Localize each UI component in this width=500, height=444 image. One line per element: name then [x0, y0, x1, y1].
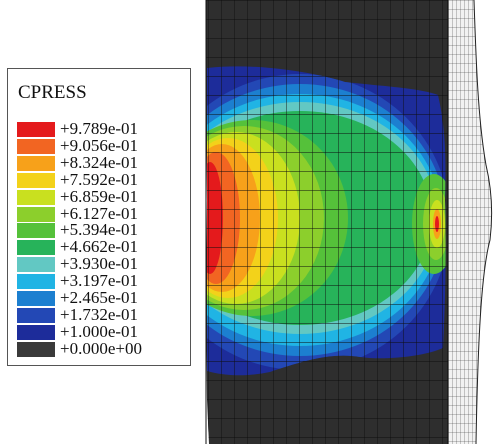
legend-swatch: [17, 307, 55, 323]
legend-swatch: [17, 291, 55, 306]
legend-value: +0.000e+00: [60, 338, 142, 358]
legend-value: +3.930e-01: [60, 254, 139, 274]
legend-swatch: [17, 206, 55, 222]
legend-value: +9.789e-01: [60, 119, 139, 138]
legend-swatch: [17, 240, 55, 256]
legend-swatch: [17, 122, 55, 137]
legend-swatch: [17, 257, 55, 273]
side-mesh: [447, 0, 493, 444]
legend-value: +1.000e-01: [60, 321, 139, 341]
legend-swatch: [17, 341, 55, 357]
mesh-grid: [206, 0, 448, 444]
legend-value: +6.127e-01: [60, 203, 139, 223]
legend-value: +7.592e-01: [60, 169, 139, 189]
legend-value: +1.732e-01: [60, 304, 139, 324]
legend: CPRESS +9.789e-01 +9.056e-01 +8.324e-01 +7.…: [7, 68, 191, 366]
legend-value: +3.197e-01: [60, 271, 139, 291]
legend-swatch: [17, 324, 55, 340]
legend-swatch: [17, 172, 55, 188]
legend-value: +4.662e-01: [60, 237, 139, 257]
legend-swatch: [17, 223, 55, 239]
legend-title: CPRESS: [18, 82, 87, 103]
legend-value: +9.056e-01: [60, 135, 139, 155]
legend-value: +5.394e-01: [60, 220, 139, 240]
legend-swatch: [17, 155, 55, 171]
legend-swatch: [17, 138, 55, 154]
legend-swatch: [17, 189, 55, 205]
legend-value: +6.859e-01: [60, 186, 139, 206]
legend-value: +8.324e-01: [60, 152, 139, 172]
legend-value: +2.465e-01: [60, 288, 139, 307]
legend-swatch: [17, 274, 55, 290]
